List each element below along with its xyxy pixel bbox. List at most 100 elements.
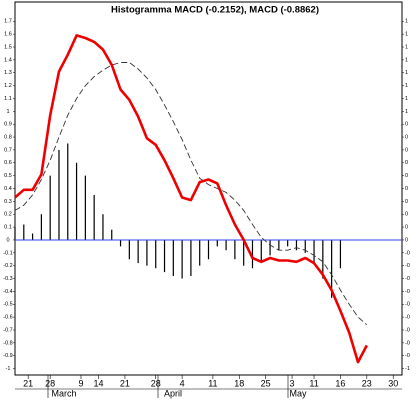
x-tick-label: 3 xyxy=(290,378,295,388)
histogram-bar xyxy=(128,239,130,260)
y-tick-label: 1.5 xyxy=(4,44,12,50)
y2-tick-label: 1 xyxy=(405,44,408,50)
y2-tick-label: 0 xyxy=(405,225,408,231)
histogram-bar xyxy=(155,239,157,269)
histogram-bar xyxy=(93,194,95,240)
y-tick-label: 1.2 xyxy=(4,83,12,89)
y-tick-label: 0.1 xyxy=(4,225,12,231)
x-tick-label: 11 xyxy=(309,378,318,388)
y-tick-label: 1.1 xyxy=(4,96,12,102)
histogram-bar xyxy=(137,239,139,264)
histogram-bar xyxy=(14,227,16,240)
y-tick-label: 0.2 xyxy=(4,212,12,218)
histogram-bar xyxy=(172,239,174,276)
y2-tick-label: -1 xyxy=(405,366,410,372)
histogram-bar xyxy=(225,239,227,251)
y2-tick-label: -0 xyxy=(405,250,410,256)
histogram-bar xyxy=(304,239,306,253)
y2-tick-label: 0 xyxy=(405,122,408,128)
histogram-bar xyxy=(58,149,60,240)
x-tick-label: 4 xyxy=(180,378,185,388)
y-tick-label: -0.8 xyxy=(3,340,12,346)
y-tick-label: 1.4 xyxy=(4,57,12,63)
y2-tick-label: -0 xyxy=(405,340,410,346)
x-tick-label: 9 xyxy=(78,378,83,388)
histogram-bar xyxy=(190,239,192,276)
histogram-bar xyxy=(287,239,289,247)
y2-tick-label: 1 xyxy=(405,109,408,115)
x-tick-label: 28 xyxy=(45,378,55,388)
y2-tick-label: -0 xyxy=(405,327,410,333)
x-tick-label: 21 xyxy=(120,378,130,388)
y2-tick-label: 0 xyxy=(405,135,408,141)
y2-tick-label: 1 xyxy=(405,57,408,63)
x-tick-label: 11 xyxy=(208,378,217,388)
y-tick-label: 0 xyxy=(6,237,9,243)
y2-tick-label: 1 xyxy=(405,32,408,38)
y-tick-label: -0.1 xyxy=(3,250,12,256)
y-tick-label: -0.3 xyxy=(3,276,12,282)
histogram-bar xyxy=(181,239,183,279)
x-tick-label: 23 xyxy=(362,378,372,388)
y-tick-label: 0.5 xyxy=(4,173,12,179)
x-tick-label: 16 xyxy=(335,378,345,388)
y2-tick-label: 0 xyxy=(405,237,408,243)
y2-tick-label: -0 xyxy=(405,263,410,269)
histogram-bar xyxy=(278,239,280,251)
histogram-bar xyxy=(251,239,254,269)
histogram-bar xyxy=(331,239,333,298)
x-tick-label: 14 xyxy=(94,378,104,388)
histogram-bar xyxy=(31,233,34,240)
y-tick-label: -0.6 xyxy=(3,315,12,321)
y-tick-label: -0.4 xyxy=(3,289,12,295)
histogram-bar xyxy=(40,214,42,240)
month-label: May xyxy=(289,388,307,398)
histogram-bar xyxy=(313,239,315,264)
histogram-bar xyxy=(49,175,51,240)
y-tick-label: 0.3 xyxy=(4,199,12,205)
histogram-bar xyxy=(119,239,122,247)
macd-line xyxy=(14,34,368,364)
histogram-bar xyxy=(102,214,104,240)
histogram-bar xyxy=(216,239,218,247)
y2-tick-label: 1 xyxy=(405,96,408,102)
x-tick-label: 18 xyxy=(234,378,244,388)
histogram-bar xyxy=(269,239,271,256)
y-tick-label: 0.8 xyxy=(4,135,12,141)
y2-tick-label: 0 xyxy=(405,186,408,192)
y-tick-label: 0.6 xyxy=(4,160,12,166)
y2-tick-label: 1 xyxy=(405,83,408,89)
y-tick-label: 1 xyxy=(6,109,9,115)
y-tick-label: -0.7 xyxy=(3,327,12,333)
histogram-bar xyxy=(207,239,210,260)
y-tick-label: 0.9 xyxy=(4,122,12,128)
histogram-bar xyxy=(163,239,166,273)
y-tick-label: -0.2 xyxy=(3,263,12,269)
histogram-bar xyxy=(199,239,201,266)
histogram-bar xyxy=(75,162,78,240)
y2-tick-label: 1 xyxy=(405,70,408,76)
y2-tick-label: -0 xyxy=(405,302,410,308)
y-tick-label: 0.4 xyxy=(4,186,12,192)
y2-tick-label: 0 xyxy=(405,212,408,218)
y2-tick-label: -0 xyxy=(405,353,410,359)
x-tick-label: 21 xyxy=(23,378,33,388)
y2-tick-label: -0 xyxy=(405,315,410,321)
histogram-bar xyxy=(243,239,245,266)
histogram-bar xyxy=(146,239,148,266)
histogram-bar xyxy=(295,239,298,251)
y-tick-label: -0.5 xyxy=(3,302,12,308)
histogram-bar xyxy=(111,229,113,240)
y-tick-label: 1.3 xyxy=(4,70,12,76)
y-tick-label: -1 xyxy=(6,366,11,372)
histogram-bar xyxy=(339,239,342,269)
chart-title: Histogramma MACD (-0.2152), MACD (-0.886… xyxy=(111,5,319,16)
histogram-bar xyxy=(260,239,262,264)
y2-tick-label: -0 xyxy=(405,276,410,282)
y-tick-label: -0.9 xyxy=(3,353,12,359)
month-label: March xyxy=(51,388,76,398)
histogram-bar xyxy=(234,239,236,260)
y2-tick-label: 0 xyxy=(405,173,408,179)
y2-tick-label: -0 xyxy=(405,289,410,295)
month-label: April xyxy=(164,388,182,398)
